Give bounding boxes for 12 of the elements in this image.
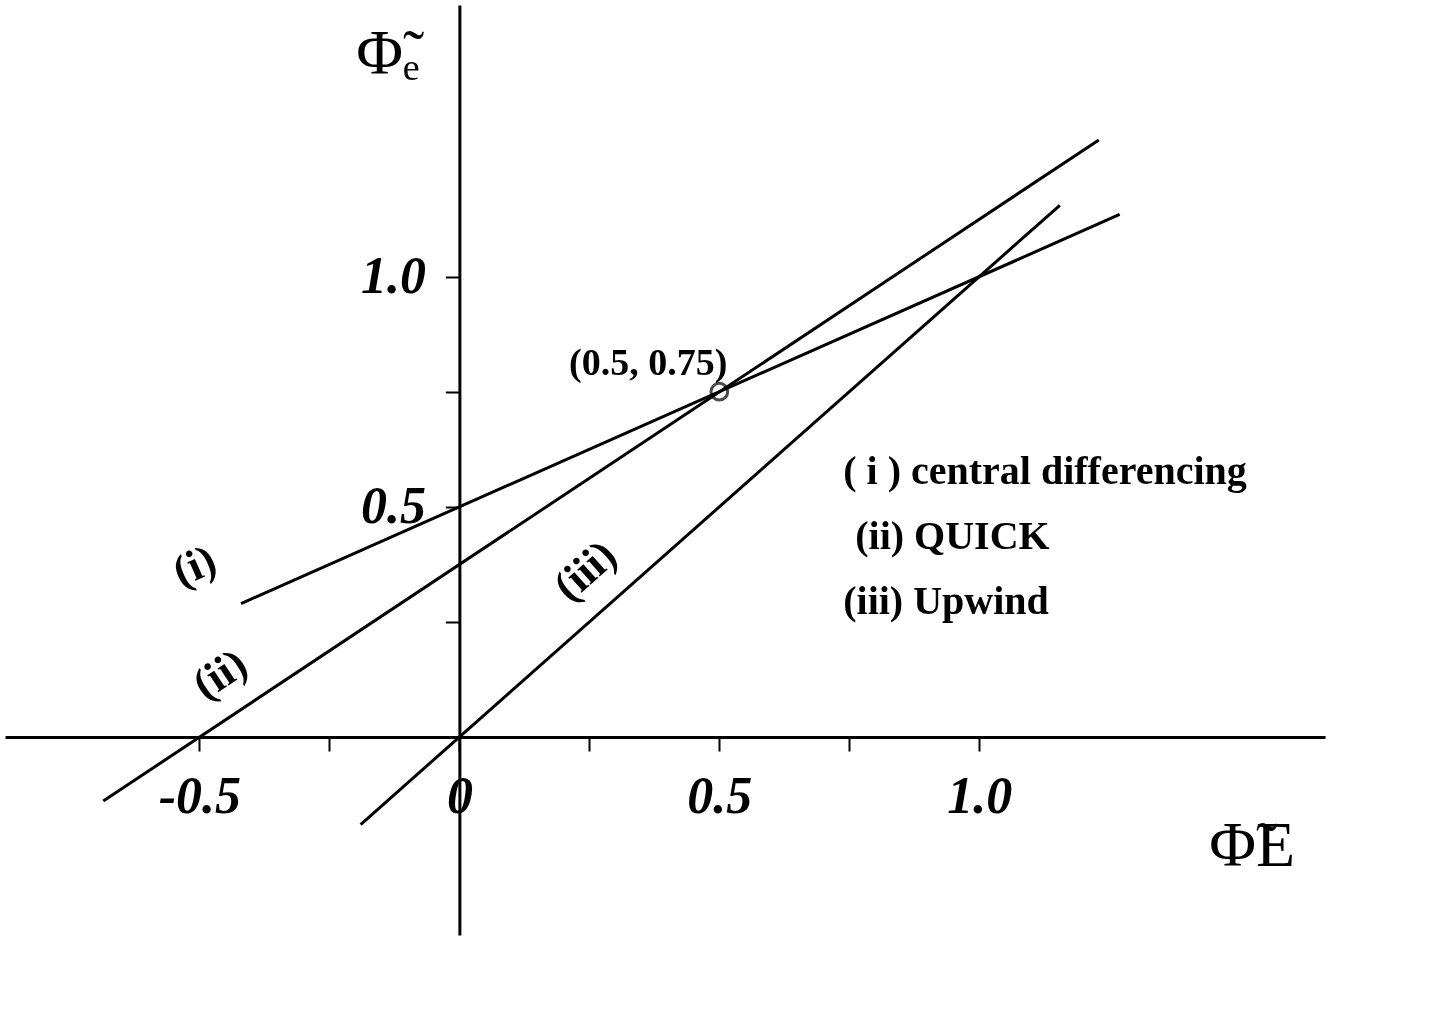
annotation: (0.5, 0.75) — [569, 340, 728, 384]
x-tick-label: 1.0 — [947, 766, 1013, 824]
x-axis-title: Φ̃E — [1209, 809, 1295, 881]
x-tick-label: -0.5 — [158, 766, 242, 824]
text: (i) — [165, 534, 224, 597]
annotation: (ii) QUICK — [855, 513, 1050, 559]
text: (ii) — [183, 638, 256, 710]
text: (iii) — [543, 530, 626, 611]
x-tick-label: 0.5 — [687, 766, 753, 824]
y-axis-title: Φ̃ₑ — [356, 17, 424, 88]
annotation: (iii) Upwind — [843, 578, 1049, 624]
annotation: ( i ) central differencing — [843, 448, 1247, 494]
